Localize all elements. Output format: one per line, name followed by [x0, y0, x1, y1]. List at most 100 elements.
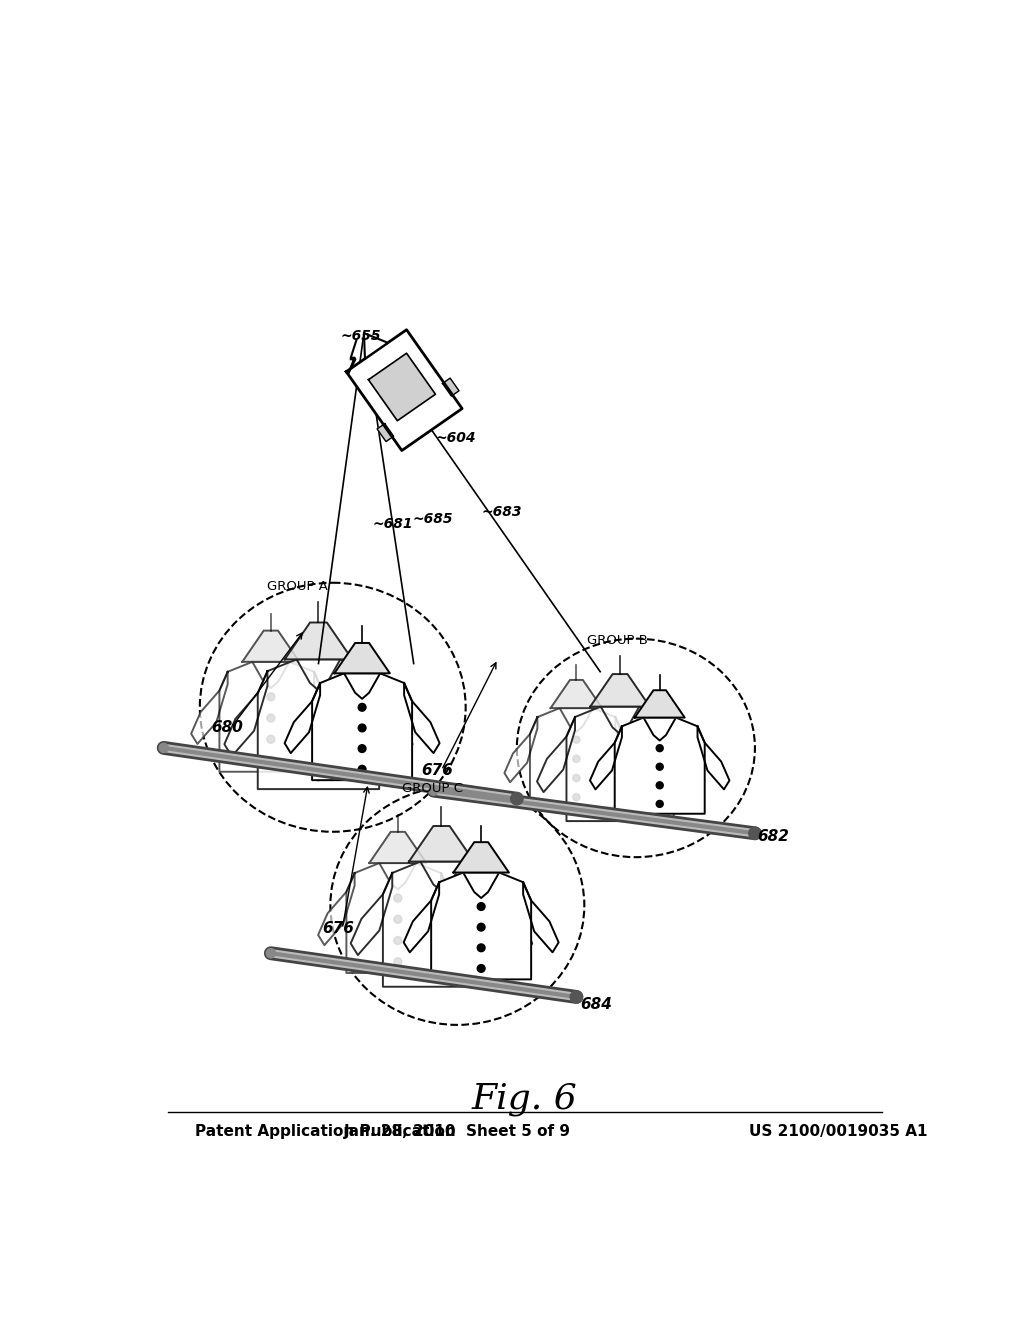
Text: GROUP C: GROUP C — [401, 783, 463, 796]
Text: ~604: ~604 — [436, 430, 476, 445]
Polygon shape — [635, 690, 685, 718]
Circle shape — [656, 744, 664, 751]
Circle shape — [477, 903, 485, 911]
Text: 680: 680 — [211, 721, 244, 735]
Polygon shape — [614, 718, 705, 813]
Polygon shape — [454, 842, 509, 873]
Polygon shape — [346, 863, 450, 973]
Polygon shape — [537, 717, 575, 792]
Circle shape — [313, 746, 324, 755]
Circle shape — [477, 923, 485, 931]
Text: ~655: ~655 — [341, 329, 381, 343]
Circle shape — [656, 800, 664, 808]
Text: ~685: ~685 — [412, 512, 453, 527]
Text: 676: 676 — [323, 921, 354, 936]
Polygon shape — [566, 706, 674, 821]
Circle shape — [477, 944, 485, 952]
Polygon shape — [590, 675, 650, 706]
Circle shape — [267, 714, 274, 722]
Text: GROUP B: GROUP B — [587, 634, 647, 647]
Polygon shape — [219, 661, 323, 772]
Circle shape — [437, 921, 446, 931]
Circle shape — [394, 894, 401, 902]
Polygon shape — [441, 873, 477, 945]
Circle shape — [572, 737, 580, 743]
Text: ~683: ~683 — [481, 506, 521, 519]
Polygon shape — [665, 717, 703, 792]
Polygon shape — [258, 660, 379, 789]
Polygon shape — [334, 643, 390, 673]
Polygon shape — [404, 682, 439, 754]
Circle shape — [159, 743, 168, 752]
Circle shape — [429, 785, 438, 795]
Circle shape — [394, 936, 401, 945]
Polygon shape — [346, 330, 462, 450]
Polygon shape — [505, 717, 538, 783]
Circle shape — [394, 915, 401, 923]
Circle shape — [572, 793, 580, 801]
Polygon shape — [615, 717, 648, 783]
Polygon shape — [383, 862, 500, 987]
Circle shape — [570, 991, 583, 1003]
Polygon shape — [697, 726, 729, 789]
Polygon shape — [523, 882, 559, 952]
Polygon shape — [314, 672, 350, 744]
Circle shape — [437, 896, 446, 906]
Circle shape — [313, 771, 324, 780]
Circle shape — [437, 969, 446, 978]
Circle shape — [656, 781, 664, 789]
Circle shape — [358, 725, 366, 731]
Circle shape — [266, 949, 275, 958]
Polygon shape — [442, 378, 459, 396]
Polygon shape — [590, 726, 622, 789]
Polygon shape — [370, 832, 426, 863]
Circle shape — [394, 958, 401, 966]
Text: Jan. 28, 2010  Sheet 5 of 9: Jan. 28, 2010 Sheet 5 of 9 — [344, 1123, 570, 1139]
Circle shape — [358, 744, 366, 752]
Polygon shape — [490, 873, 532, 956]
Polygon shape — [364, 333, 388, 359]
Polygon shape — [551, 680, 602, 708]
Text: 682: 682 — [758, 829, 790, 843]
Text: 676: 676 — [422, 763, 454, 777]
Text: Patent Application Publication: Patent Application Publication — [196, 1123, 457, 1139]
Circle shape — [358, 704, 366, 711]
Polygon shape — [369, 354, 435, 421]
Polygon shape — [409, 826, 474, 862]
Polygon shape — [370, 671, 413, 756]
Circle shape — [615, 739, 625, 747]
Polygon shape — [285, 623, 352, 660]
Text: ~681: ~681 — [373, 517, 413, 532]
Circle shape — [656, 763, 664, 770]
Circle shape — [313, 721, 324, 730]
Circle shape — [358, 766, 366, 774]
Polygon shape — [224, 671, 267, 756]
Polygon shape — [431, 873, 531, 979]
Polygon shape — [285, 682, 321, 754]
Circle shape — [615, 805, 625, 813]
Circle shape — [615, 762, 625, 770]
Circle shape — [313, 696, 324, 705]
Polygon shape — [318, 873, 354, 945]
Polygon shape — [243, 631, 299, 661]
Circle shape — [477, 965, 485, 973]
Text: Fig. 6: Fig. 6 — [472, 1081, 578, 1115]
Circle shape — [511, 792, 523, 805]
Circle shape — [749, 828, 761, 840]
Polygon shape — [403, 882, 439, 952]
Polygon shape — [350, 873, 392, 956]
Circle shape — [267, 735, 274, 743]
Polygon shape — [530, 708, 623, 808]
Circle shape — [572, 755, 580, 763]
Circle shape — [572, 775, 580, 781]
Circle shape — [615, 783, 625, 792]
Text: GROUP A: GROUP A — [267, 581, 328, 593]
Circle shape — [437, 945, 446, 954]
Polygon shape — [312, 673, 412, 780]
Circle shape — [267, 693, 274, 701]
Text: 684: 684 — [581, 997, 612, 1011]
Text: US 2100/0019035 A1: US 2100/0019035 A1 — [749, 1123, 928, 1139]
Circle shape — [267, 756, 274, 764]
Polygon shape — [377, 424, 393, 442]
Polygon shape — [191, 672, 227, 744]
